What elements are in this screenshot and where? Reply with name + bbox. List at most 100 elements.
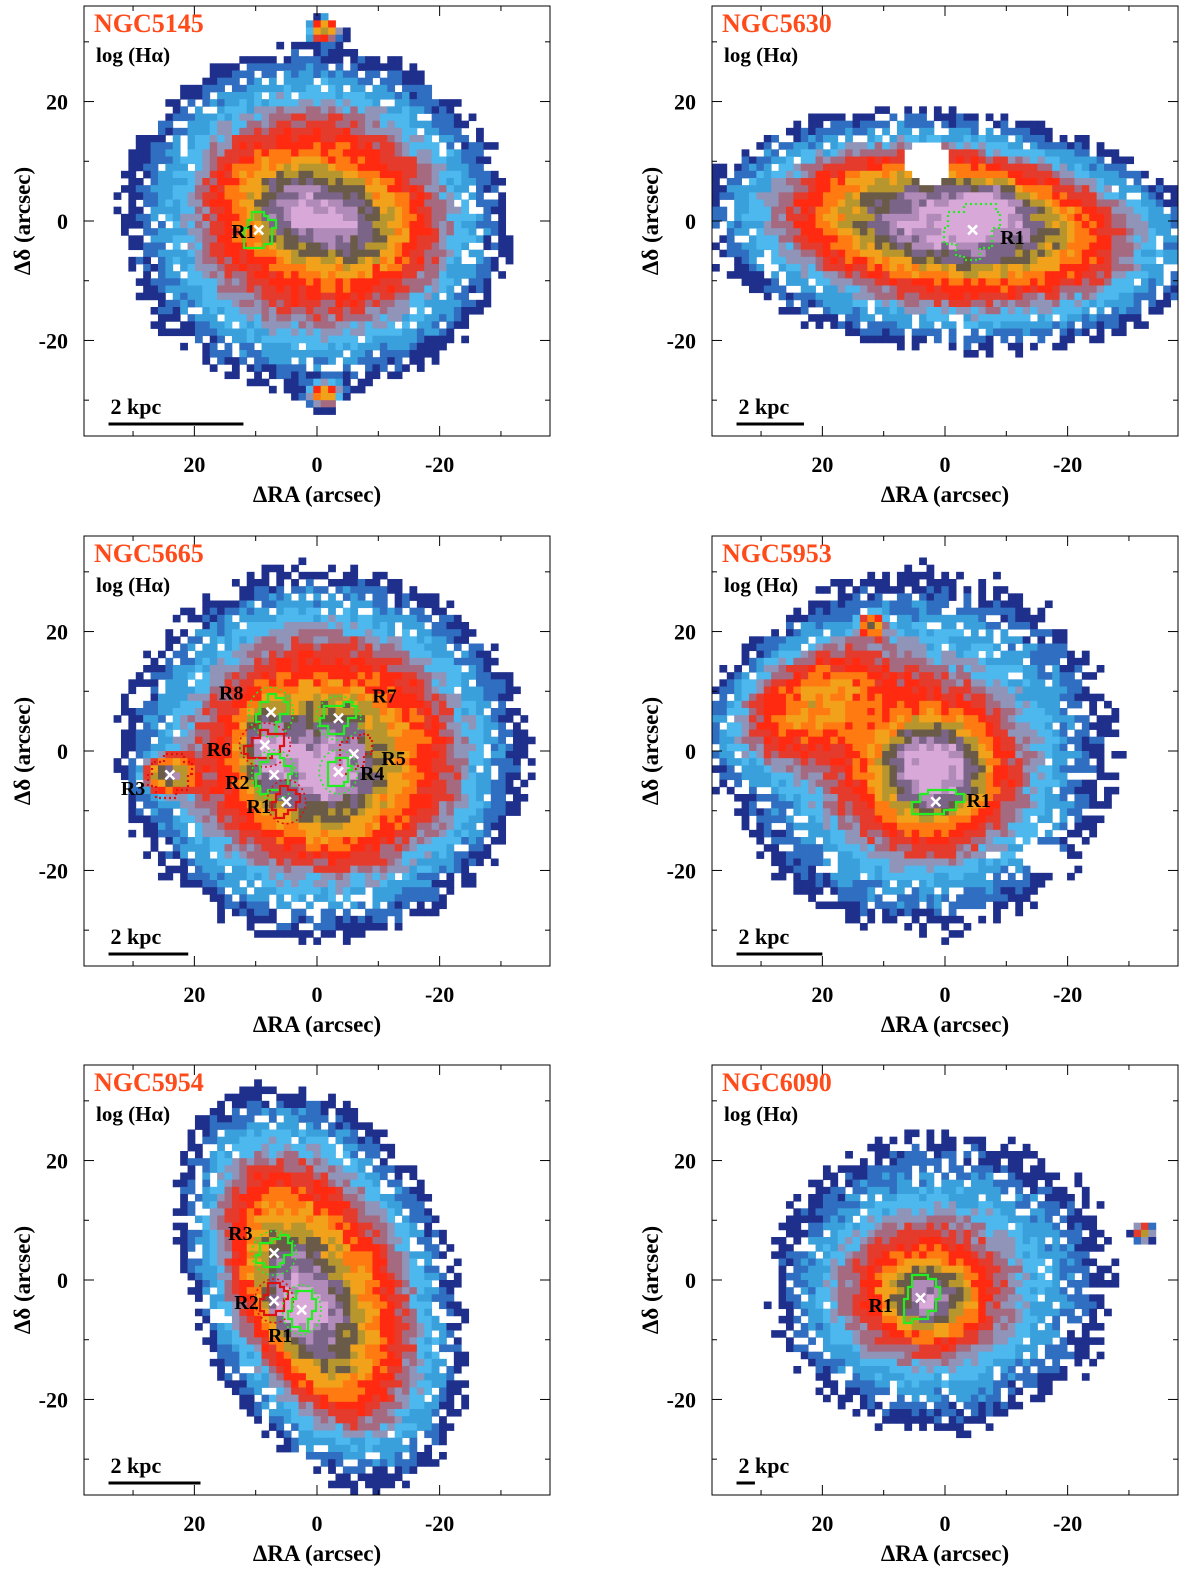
x-axis-label: ΔRA (arcsec) [881, 482, 1009, 507]
y-tick-label: 20 [46, 1149, 68, 1174]
x-tick-label: 20 [811, 982, 833, 1007]
scale-bar-label: 2 kpc [111, 394, 162, 419]
region-contour [326, 756, 354, 788]
region-label: R4 [360, 763, 384, 785]
y-tick-label: 0 [57, 209, 68, 234]
y-tick-label: 20 [46, 90, 68, 115]
x-tick-label: 20 [811, 452, 833, 477]
y-tick-label: 0 [57, 739, 68, 764]
panel-ngc5665: 20 0 -20 20 0 -20 ΔRA (arcsec) Δδ (arcsec) NGC56… [10, 535, 551, 1037]
scale-bar-label: 2 kpc [739, 1453, 790, 1478]
map-quantity-label: log (Hα) [724, 1102, 798, 1126]
galaxy-name: NGC5953 [722, 539, 832, 568]
peak-marker [268, 1247, 280, 1259]
y-tick-label: -20 [39, 858, 68, 883]
y-tick-label: 20 [46, 620, 68, 645]
map-quantity-label: log (Hα) [96, 573, 170, 597]
x-tick-label: -20 [425, 1511, 454, 1536]
ticks [84, 6, 550, 436]
region-label: R3 [228, 1223, 252, 1245]
map-quantity-label: log (Hα) [96, 1102, 170, 1126]
region-r7: R7 [315, 685, 397, 741]
peak-marker [268, 769, 280, 781]
region-label: R6 [207, 739, 231, 761]
scale-bar-label: 2 kpc [739, 394, 790, 419]
region-label: R3 [121, 778, 145, 800]
y-tick-label: -20 [667, 1387, 696, 1412]
scale-bar-label: 2 kpc [111, 1453, 162, 1478]
x-tick-label: 0 [312, 982, 323, 1007]
region-label: R7 [372, 685, 396, 707]
y-tick-label: 20 [674, 1149, 696, 1174]
ticks [712, 1065, 1178, 1495]
y-tick-label: 20 [674, 620, 696, 645]
x-tick-label: -20 [1053, 982, 1082, 1007]
y-axis-label: Δδ (arcsec) [10, 1226, 35, 1334]
x-axis-label: ΔRA (arcsec) [881, 1012, 1009, 1037]
x-axis-label: ΔRA (arcsec) [253, 482, 381, 507]
region-contour [338, 732, 374, 776]
y-tick-label: 0 [685, 209, 696, 234]
x-tick-label: 20 [183, 982, 205, 1007]
scale-bar-label: 2 kpc [739, 924, 790, 949]
panel-ngc6090: 20 0 -20 20 0 -20 ΔRA (arcsec) Δδ (arcsec) NGC60… [638, 1064, 1179, 1566]
x-tick-label: 0 [940, 452, 951, 477]
galaxy-name: NGC5665 [94, 539, 204, 568]
region-r1: R1 [868, 1273, 942, 1325]
region-label: R8 [219, 682, 243, 704]
region-contour [902, 1273, 942, 1325]
x-tick-label: 0 [312, 1511, 323, 1536]
region-r2: R2 [234, 1278, 295, 1324]
peak-marker [268, 1295, 280, 1307]
x-axis-label: ΔRA (arcsec) [253, 1541, 381, 1566]
region-r8: R8 [219, 682, 295, 738]
region-r4: R4 [318, 749, 384, 795]
y-axis-label: Δδ (arcsec) [10, 697, 35, 805]
y-tick-label: 0 [57, 1268, 68, 1293]
peak-marker [296, 1304, 308, 1316]
y-axis-label: Δδ (arcsec) [638, 697, 663, 805]
peak-marker [967, 224, 979, 236]
y-axis-label: Δδ (arcsec) [10, 167, 35, 275]
y-tick-label: -20 [39, 1387, 68, 1412]
region-contour [286, 1289, 318, 1333]
y-tick-label: -20 [667, 858, 696, 883]
y-tick-label: 0 [685, 739, 696, 764]
scale-bar-label: 2 kpc [111, 924, 162, 949]
y-tick-label: -20 [39, 328, 68, 353]
map-quantity-label: log (Hα) [96, 43, 170, 67]
peak-marker [164, 769, 176, 781]
x-tick-label: -20 [1053, 452, 1082, 477]
peak-marker [333, 712, 344, 724]
halpha-map [712, 557, 1127, 945]
x-tick-label: 0 [940, 982, 951, 1007]
region-label: R5 [381, 748, 405, 770]
peak-marker [333, 766, 344, 778]
x-tick-label: -20 [1053, 1511, 1082, 1536]
region-r1: R1 [247, 779, 307, 825]
peak-marker [348, 748, 360, 760]
ticks [712, 536, 1178, 966]
ticks [712, 6, 1178, 436]
halpha-map [113, 13, 514, 415]
halpha-map [763, 1129, 1157, 1439]
region-contour [242, 210, 278, 250]
peak-marker [915, 1292, 926, 1304]
x-axis-label: ΔRA (arcsec) [881, 1541, 1009, 1566]
region-label: R1 [966, 790, 990, 812]
region-label: R2 [225, 772, 249, 794]
region-r5: R5 [338, 732, 406, 776]
peak-marker [259, 739, 271, 751]
panel-ngc5953: 20 0 -20 20 0 -20 ΔRA (arcsec) Δδ (arcsec) NGC59… [638, 535, 1179, 1037]
peak-marker [265, 706, 277, 718]
region-label: R1 [247, 796, 271, 818]
x-tick-label: 0 [940, 1511, 951, 1536]
x-tick-label: -20 [425, 452, 454, 477]
region-contour [270, 784, 302, 820]
galaxy-name: NGC5630 [722, 9, 832, 38]
x-axis-label: ΔRA (arcsec) [253, 1012, 381, 1037]
galaxy-name: NGC5954 [94, 1068, 204, 1097]
region-contour [254, 692, 290, 736]
region-r3: R3 [121, 752, 194, 800]
